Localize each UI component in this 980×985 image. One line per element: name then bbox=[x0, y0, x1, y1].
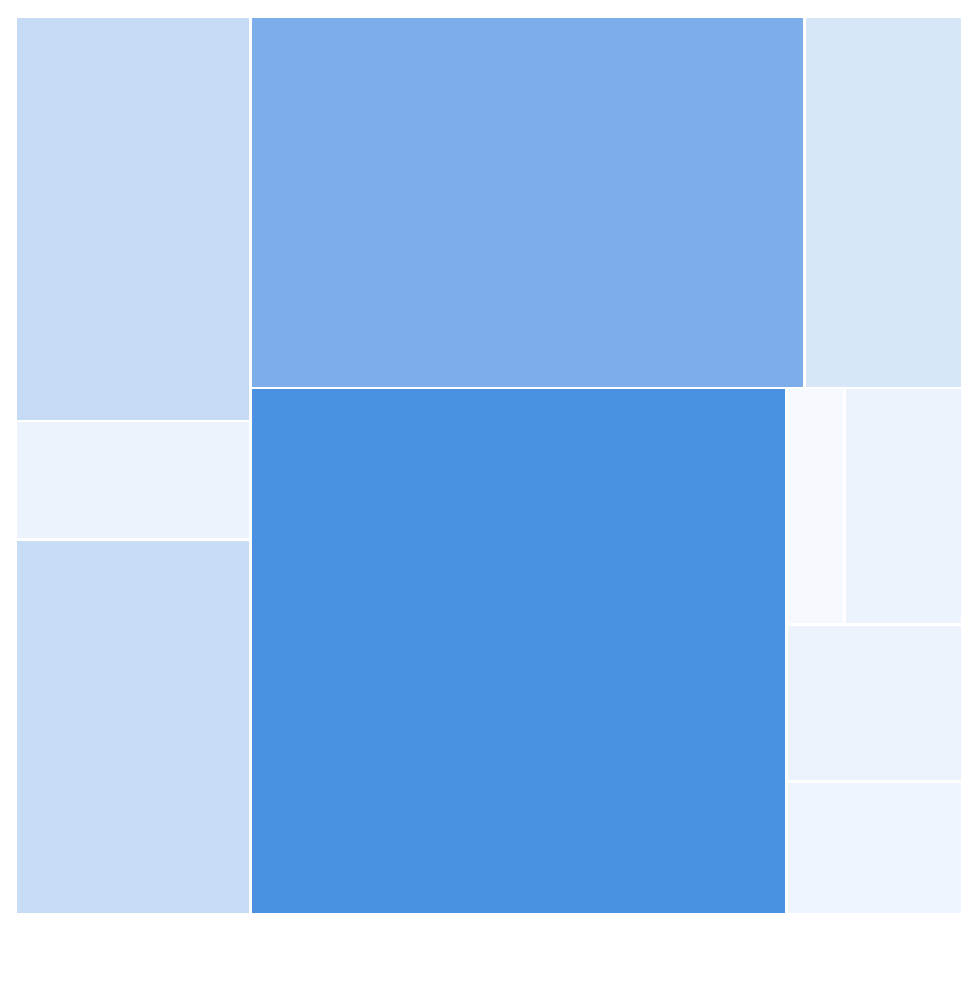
treemap-tile-d bbox=[251, 17, 804, 388]
treemap-tile-b bbox=[16, 421, 250, 539]
treemap-tile-g bbox=[787, 388, 844, 624]
treemap-tile-j bbox=[787, 782, 962, 914]
treemap-tile-c bbox=[16, 540, 250, 914]
treemap-tile-f bbox=[251, 388, 786, 914]
tiles-layer bbox=[16, 17, 962, 914]
treemap-tile-i bbox=[787, 625, 962, 781]
treemap-tile-a bbox=[16, 17, 250, 421]
treemap-tile-e bbox=[805, 17, 962, 388]
treemap-tile-h bbox=[845, 388, 962, 624]
